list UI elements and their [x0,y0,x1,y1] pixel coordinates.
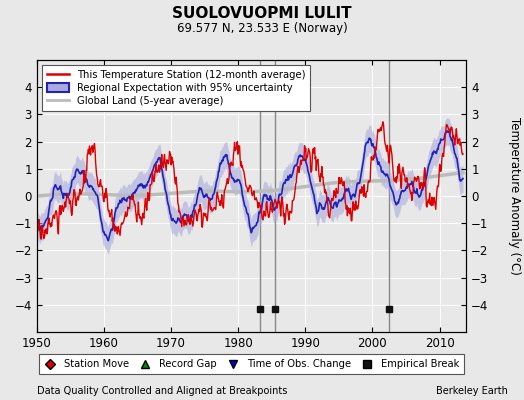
Text: Data Quality Controlled and Aligned at Breakpoints: Data Quality Controlled and Aligned at B… [37,386,287,396]
Text: Berkeley Earth: Berkeley Earth [436,386,508,396]
Text: SUOLOVUOPMI LULIT: SUOLOVUOPMI LULIT [172,6,352,21]
Y-axis label: Temperature Anomaly (°C): Temperature Anomaly (°C) [508,117,521,275]
Legend: Station Move, Record Gap, Time of Obs. Change, Empirical Break: Station Move, Record Gap, Time of Obs. C… [39,354,464,374]
Legend: This Temperature Station (12-month average), Regional Expectation with 95% uncer: This Temperature Station (12-month avera… [42,65,310,111]
Text: 69.577 N, 23.533 E (Norway): 69.577 N, 23.533 E (Norway) [177,22,347,35]
